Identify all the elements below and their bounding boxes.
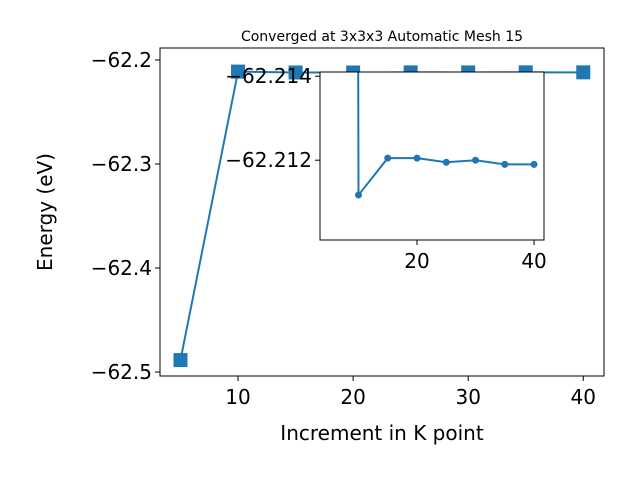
x-tick-label: 20 — [340, 385, 365, 409]
data-point — [501, 160, 509, 168]
data-point — [530, 160, 538, 168]
x-tick-label: 20 — [404, 249, 429, 273]
y-tick-label: −62.3 — [91, 152, 152, 176]
y-axis-label: Energy (eV) — [33, 153, 57, 271]
axes-frame — [159, 47, 605, 377]
data-point — [231, 64, 246, 79]
x-tick-label: 30 — [455, 385, 480, 409]
y-tick-label: −62.2 — [91, 48, 152, 72]
y-tick-label: −62.5 — [91, 360, 152, 384]
axes-frame — [319, 71, 545, 241]
x-tick-label: 10 — [225, 385, 250, 409]
plot-area — [355, 72, 538, 199]
data-point — [413, 154, 421, 162]
data-point — [355, 191, 363, 199]
data-point — [384, 154, 392, 162]
data-point — [442, 158, 450, 166]
y-tick-label: −62.4 — [91, 256, 152, 280]
data-line — [357, 72, 535, 198]
chart-title: Converged at 3x3x3 Automatic Mesh 15 — [241, 29, 523, 45]
data-point — [576, 65, 591, 80]
y-tick-label: −62.214 — [225, 64, 312, 88]
data-point — [173, 353, 188, 368]
y-tick-label: −62.212 — [225, 148, 312, 172]
x-axis-label: Increment in K point — [280, 421, 484, 445]
x-tick-label: 40 — [571, 385, 596, 409]
plot-background — [320, 72, 544, 240]
data-point — [288, 65, 303, 80]
x-tick-label: 40 — [521, 249, 546, 273]
data-point — [472, 156, 480, 164]
